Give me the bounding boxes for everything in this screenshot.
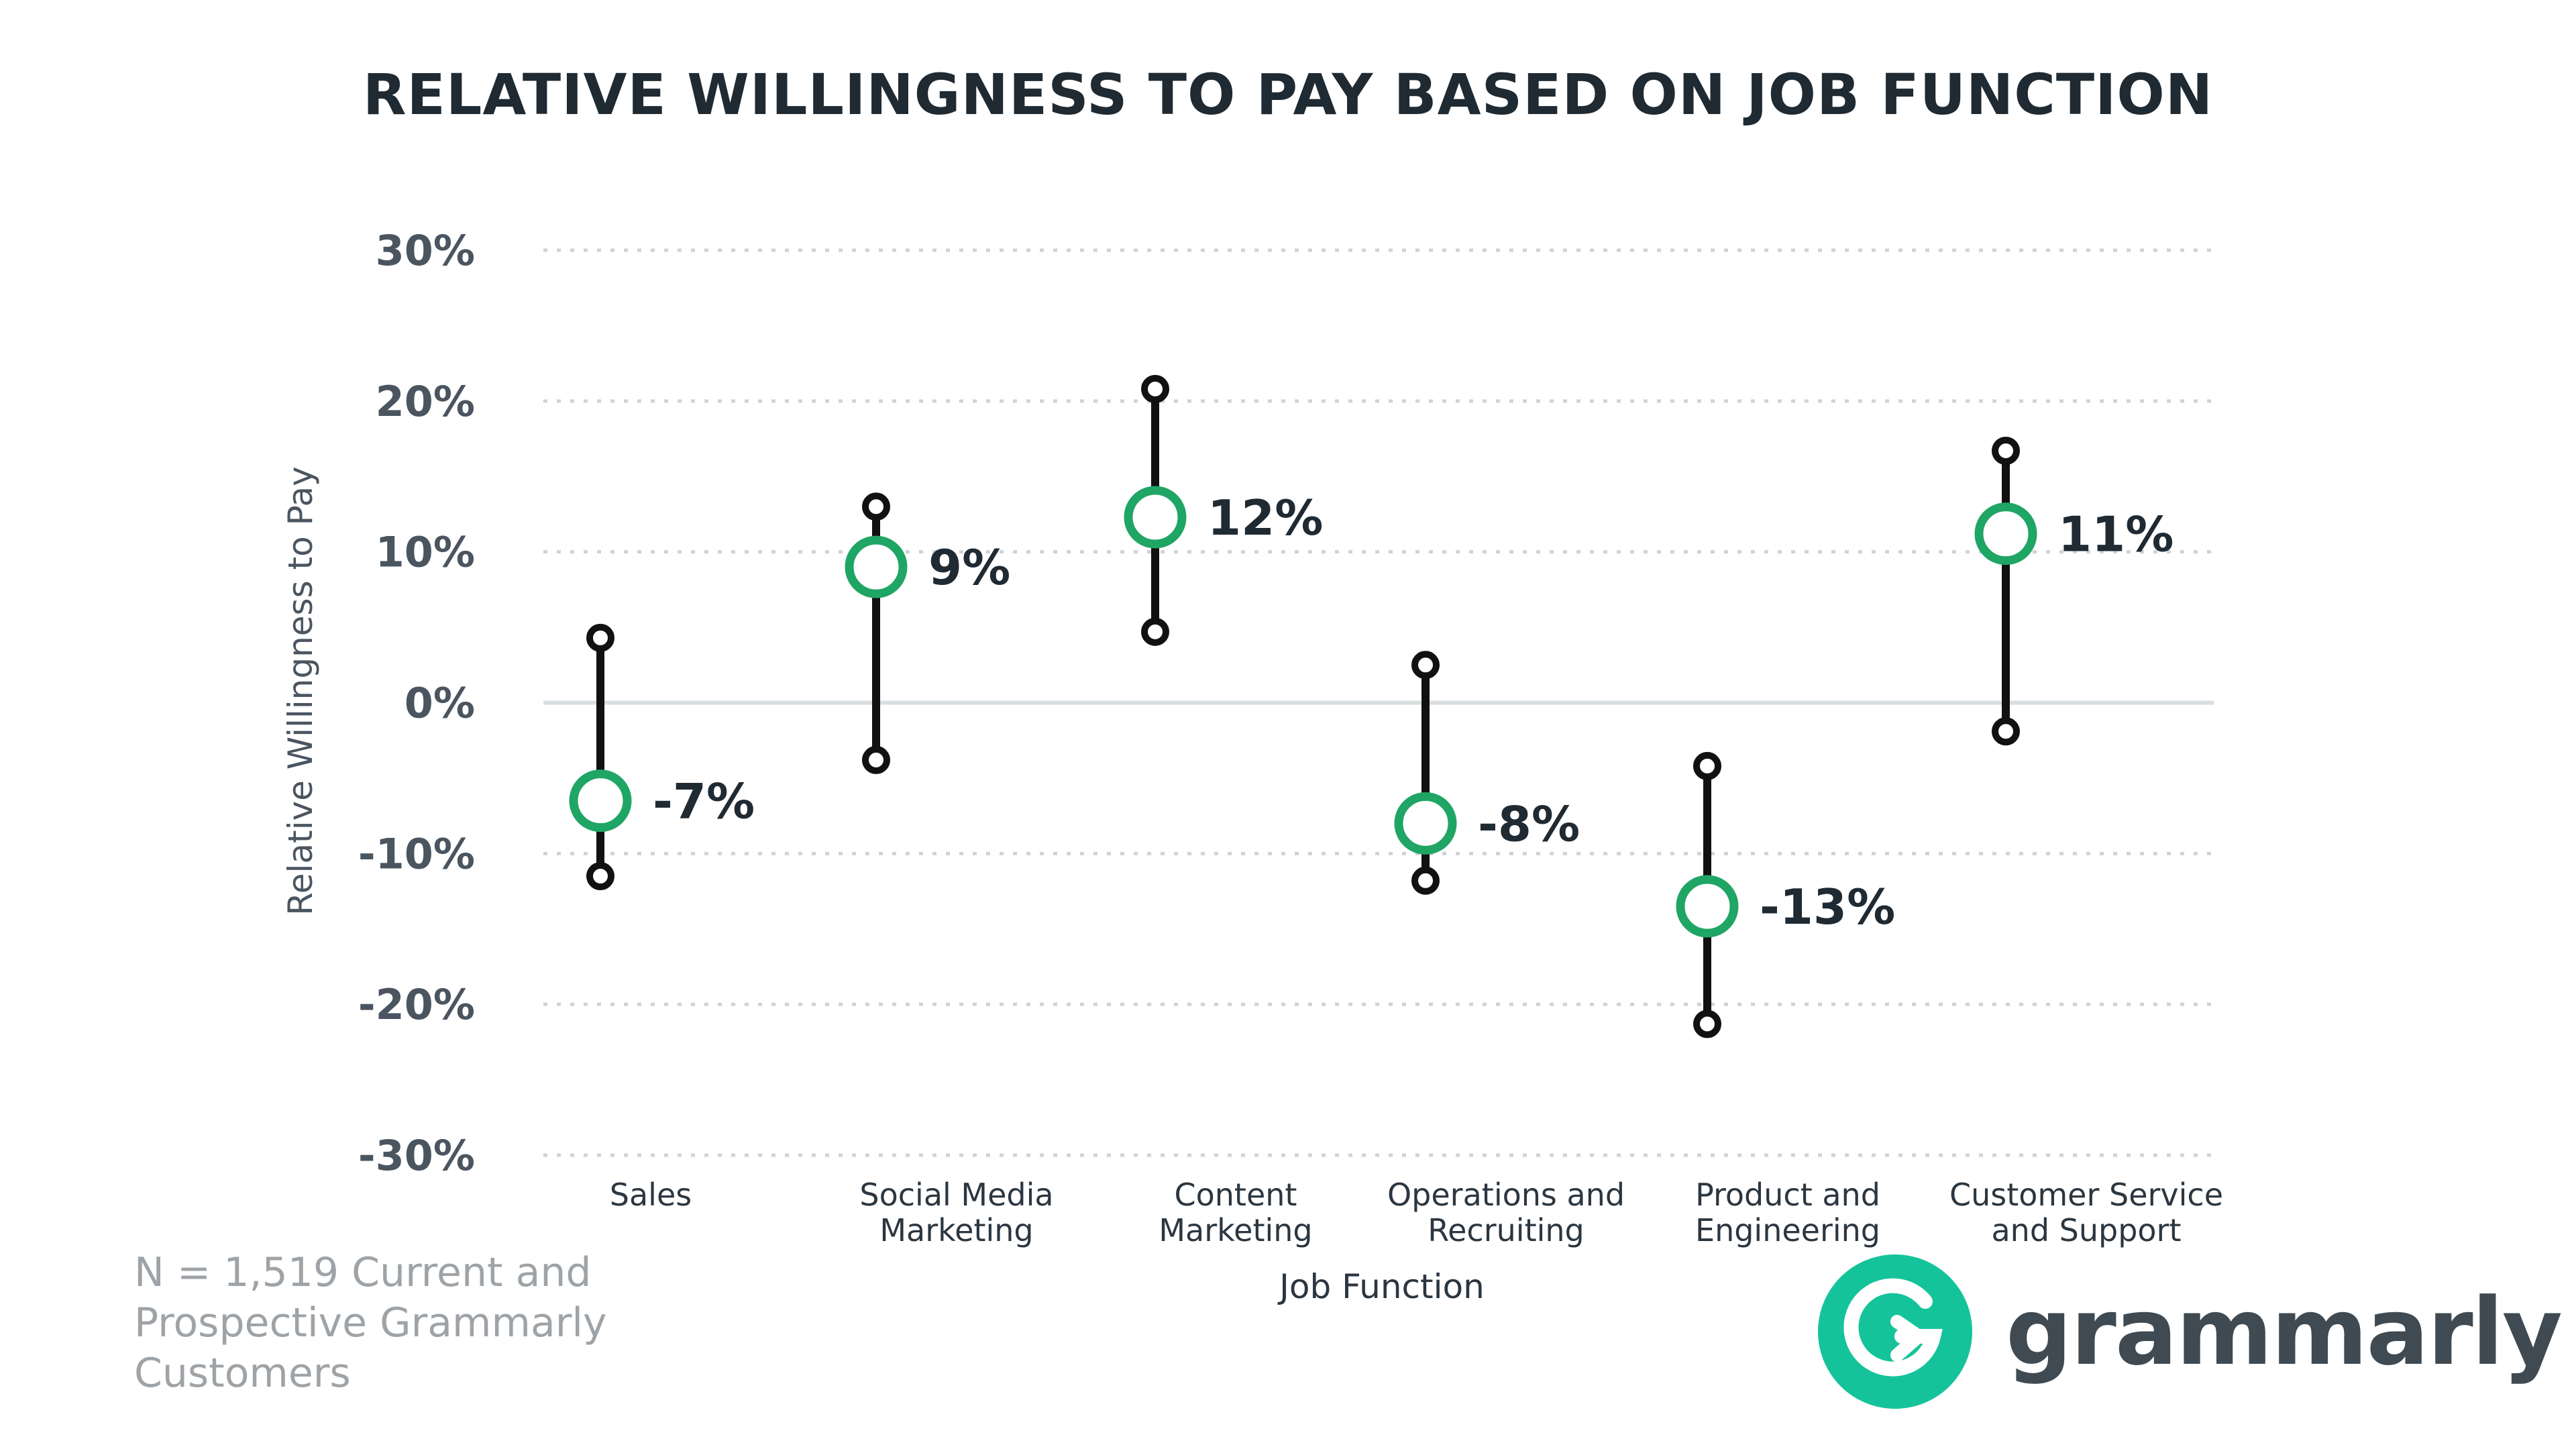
data-label: 12% bbox=[1208, 490, 1323, 546]
x-tick-label: Operations and bbox=[1387, 1177, 1625, 1213]
x-tick-label: Engineering bbox=[1695, 1212, 1880, 1248]
x-tick-label: Social Media bbox=[859, 1177, 1053, 1213]
x-tick-label: Product and bbox=[1695, 1177, 1880, 1213]
range-low-cap bbox=[1693, 1010, 1721, 1038]
x-tick-label: and Support bbox=[1991, 1212, 2181, 1248]
x-axis-ticks: Sales Social MediaMarketingContentMarketi… bbox=[610, 1177, 2223, 1248]
y-tick-label: 30% bbox=[376, 226, 475, 275]
value-marker bbox=[1974, 502, 2037, 566]
value-marker bbox=[569, 769, 632, 833]
range-high-cap bbox=[1141, 374, 1169, 403]
y-tick-label: 10% bbox=[376, 528, 475, 577]
x-axis-label: Job Function bbox=[1277, 1267, 1485, 1306]
chart-title: RELATIVE WILLINGNESS TO PAY BASED ON JOB… bbox=[362, 62, 2214, 127]
y-tick-label: 20% bbox=[376, 377, 475, 426]
range-low-cap bbox=[1141, 617, 1169, 646]
x-tick-label: Content bbox=[1175, 1177, 1297, 1213]
y-axis-label: Relative Willingness to Pay bbox=[281, 466, 320, 916]
grid-lines bbox=[543, 248, 2214, 1157]
value-marker bbox=[845, 535, 908, 598]
value-marker bbox=[1394, 792, 1457, 855]
grammarly-g-icon bbox=[1818, 1254, 1972, 1409]
point-group: -8% bbox=[1394, 651, 1580, 895]
brand-logo: grammarly bbox=[1818, 1254, 2563, 1409]
point-group: -7% bbox=[569, 623, 755, 891]
point-group: 9% bbox=[845, 492, 1010, 774]
y-axis-ticks: 30% 20% 10% 0% -10% -20% -30% bbox=[358, 226, 475, 1180]
range-low-cap bbox=[586, 862, 614, 891]
range-high-cap bbox=[586, 623, 614, 652]
point-group: 11% bbox=[1974, 437, 2174, 746]
x-tick-label: Customer Service bbox=[1949, 1177, 2223, 1213]
range-high-cap bbox=[1411, 651, 1440, 680]
data-label: 11% bbox=[2058, 506, 2174, 563]
x-tick-label: Marketing bbox=[879, 1212, 1033, 1248]
range-high-cap bbox=[1992, 437, 2020, 466]
data-label: 9% bbox=[928, 539, 1010, 596]
range-low-cap bbox=[1992, 717, 2020, 746]
y-tick-label: -10% bbox=[358, 829, 475, 878]
y-tick-label: 0% bbox=[405, 679, 475, 728]
range-low-cap bbox=[862, 745, 890, 774]
x-tick-label: Sales bbox=[610, 1177, 692, 1213]
point-group: -13% bbox=[1676, 751, 1895, 1038]
x-tick-label: Marketing bbox=[1159, 1212, 1312, 1248]
data-label: -13% bbox=[1760, 879, 1895, 935]
data-label: -7% bbox=[653, 773, 755, 830]
brand-wordmark: grammarly bbox=[2006, 1277, 2563, 1386]
sample-size-note: N = 1,519 Current and Prospective Gramma… bbox=[134, 1249, 607, 1397]
x-tick-label: Recruiting bbox=[1428, 1212, 1585, 1248]
range-low-cap bbox=[1411, 866, 1440, 895]
data-label: -8% bbox=[1478, 796, 1580, 852]
point-group: 12% bbox=[1124, 374, 1323, 646]
value-marker bbox=[1676, 875, 1739, 938]
range-high-cap bbox=[1693, 751, 1721, 780]
data-series: -7% 9% 12% -8% -13% 11% bbox=[569, 374, 2174, 1038]
value-marker bbox=[1124, 486, 1187, 549]
y-tick-label: -30% bbox=[358, 1131, 475, 1180]
y-tick-label: -20% bbox=[358, 980, 475, 1029]
range-high-cap bbox=[862, 492, 890, 521]
